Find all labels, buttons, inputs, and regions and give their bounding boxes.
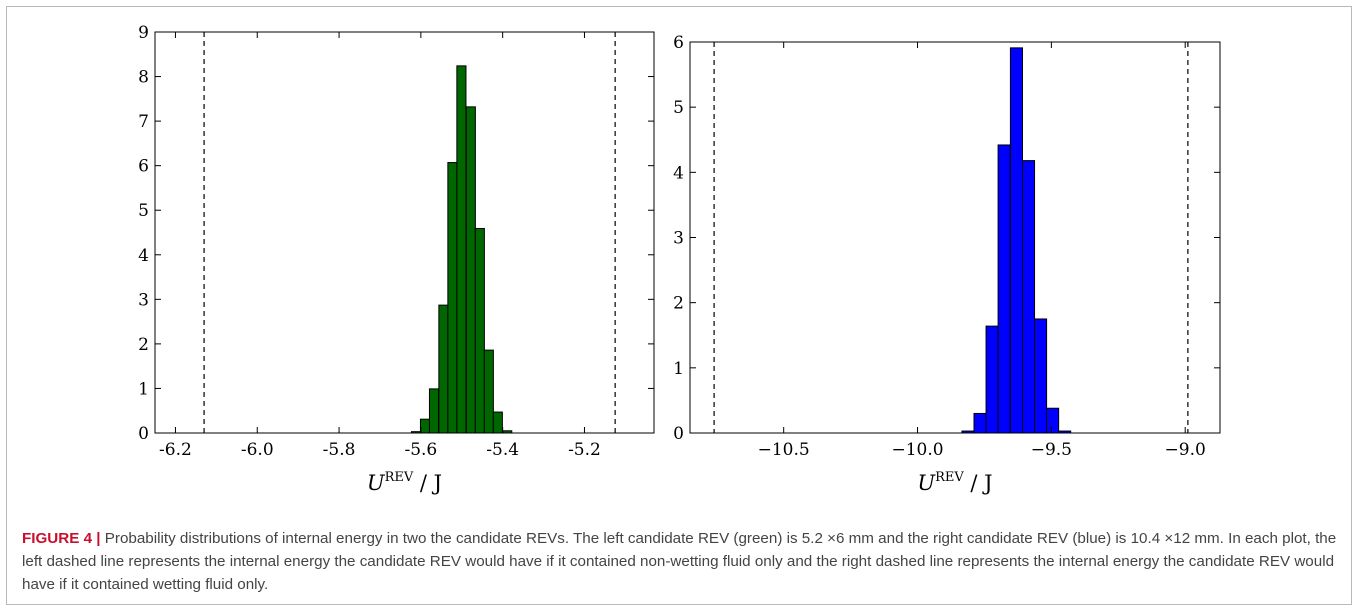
right-histogram-bar (1046, 407, 1060, 434)
right-histogram-bar (997, 144, 1011, 434)
left-histogram-bar (456, 65, 467, 434)
right-x-tick-label: −10.5 (758, 440, 810, 460)
right-y-tick-label: 1 (673, 359, 684, 379)
right-histogram-bar (985, 325, 999, 434)
left-x-tick-label: -6.0 (241, 440, 274, 460)
left-histogram-chart: 0 1 2 3 4 5 6 7 8 9 -6.2 -6.0 -5.8 -5.6 -5.4 -5.2 UREV /… (138, 23, 655, 495)
left-histogram-bar (465, 106, 476, 434)
left-histogram-bar (428, 388, 440, 434)
right-histogram-bar (1034, 318, 1048, 434)
left-x-tick-label: -5.6 (404, 440, 437, 460)
left-y-tick-label: 9 (138, 23, 149, 43)
right-histogram-chart: 0 1 2 3 4 5 6 −10.5 −10.0 −9.5 −9.0 UREV / J (673, 33, 1221, 495)
right-plot-frame (689, 41, 1221, 434)
left-x-axis-label: UREV / J (367, 470, 442, 495)
right-x-tick-label: −10.0 (891, 440, 943, 460)
left-x-tick-label: -5.8 (323, 440, 356, 460)
figure-caption: FIGURE 4 | Probability distributions of … (22, 527, 1340, 596)
left-y-tick-label: 3 (138, 290, 149, 310)
right-x-tick-label: −9.0 (1165, 440, 1206, 460)
right-y-tick-label: 2 (673, 294, 684, 314)
caption-label: FIGURE 4 | (22, 530, 101, 547)
left-histogram-bar (492, 411, 503, 434)
left-y-tick-label: 8 (138, 68, 149, 88)
left-histogram-bar (474, 227, 485, 434)
right-histogram-bar (1009, 47, 1024, 434)
right-histogram-bar (973, 412, 987, 434)
left-y-tick-label: 0 (138, 424, 149, 444)
right-y-tick-label: 5 (673, 98, 684, 118)
left-plot-frame (154, 31, 655, 434)
left-y-tick-label: 4 (138, 246, 149, 266)
left-y-tick-label: 5 (138, 201, 149, 221)
left-x-tick-label: -5.2 (568, 440, 601, 460)
left-y-tick-label: 6 (138, 157, 149, 177)
left-histogram-bar (438, 304, 449, 434)
right-y-tick-label: 6 (673, 33, 684, 53)
right-histogram-bar (1021, 160, 1036, 434)
right-x-tick-label: −9.5 (1031, 440, 1072, 460)
figure-frame (6, 6, 1352, 605)
right-y-tick-label: 3 (673, 229, 684, 249)
left-histogram-bar (483, 349, 494, 434)
left-y-tick-label: 2 (138, 335, 149, 355)
right-y-tick-label: 0 (673, 424, 684, 444)
caption-text: Probability distributions of internal en… (22, 530, 1337, 593)
left-x-tick-label: -5.4 (486, 440, 519, 460)
left-x-tick-label: -6.2 (159, 440, 192, 460)
right-y-tick-label: 4 (673, 163, 684, 183)
left-y-tick-label: 7 (138, 112, 149, 132)
right-x-axis-label: UREV / J (917, 470, 992, 495)
left-y-tick-label: 1 (138, 379, 149, 399)
left-histogram-bar (419, 418, 431, 434)
left-histogram-bar (447, 162, 458, 434)
